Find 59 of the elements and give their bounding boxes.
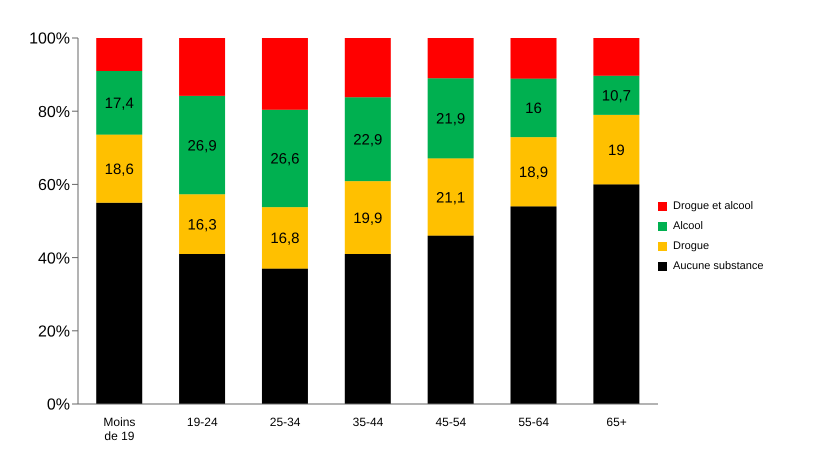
bar (510, 78, 557, 138)
x-tick-label: 55-64 (518, 415, 550, 429)
data-label: 19 (608, 142, 625, 159)
bar (344, 254, 391, 404)
data-label: 16,8 (270, 230, 300, 248)
y-tick-label: 60% (38, 177, 70, 194)
y-tick-label: 100% (29, 30, 70, 48)
y-tick-label: 20% (38, 323, 70, 340)
x-tick-label: 45-54 (436, 415, 467, 429)
bar (428, 78, 474, 158)
data-label: 19,9 (353, 210, 382, 227)
data-label: 18,6 (104, 160, 134, 178)
bar (96, 202, 142, 404)
x-tick-label: 65+ (606, 415, 627, 429)
bar (593, 114, 640, 184)
data-label: 21,9 (436, 110, 466, 128)
data-label: 18,9 (518, 164, 548, 182)
bar (593, 38, 640, 76)
bar (179, 96, 226, 194)
bar (96, 70, 142, 135)
data-label: 26,9 (187, 137, 217, 154)
bar (510, 38, 557, 79)
bar (96, 134, 142, 203)
x-tick-label: 19-24 (186, 415, 218, 429)
x-tick-label: Moins de 19 (103, 415, 136, 443)
data-label: 10,7 (602, 88, 631, 105)
bar (344, 97, 391, 182)
bar (510, 206, 557, 404)
bar (428, 38, 474, 78)
bar (428, 236, 474, 404)
bar (262, 207, 308, 269)
bar (510, 137, 557, 206)
legend-label: Drogue (672, 240, 710, 252)
data-label: 22,9 (353, 132, 382, 149)
bar (179, 254, 226, 404)
bar (179, 38, 226, 96)
x-tick-label: 25-34 (270, 415, 301, 429)
y-tick-label: 0% (46, 396, 70, 414)
bar (262, 268, 308, 404)
bar (593, 184, 640, 404)
bar (428, 158, 474, 236)
bar (262, 110, 308, 208)
bar (179, 194, 226, 254)
bar (344, 38, 391, 98)
data-label: 16,3 (187, 216, 217, 234)
x-tick-label: 35-44 (352, 415, 384, 429)
data-label: 16 (525, 100, 542, 118)
y-tick-label: 40% (38, 250, 70, 268)
bar (593, 76, 640, 115)
y-tick-label: 80% (38, 104, 70, 121)
bar (344, 181, 391, 254)
bar (96, 38, 142, 71)
bar (262, 38, 308, 110)
legend-label: Aucune substance (672, 260, 765, 272)
data-label: 21,1 (436, 189, 466, 206)
data-label: 17,4 (104, 95, 134, 112)
legend-label: Alcool (672, 220, 704, 232)
data-label: 26,6 (270, 150, 300, 168)
legend-label: Drogue et alcool (672, 200, 754, 212)
